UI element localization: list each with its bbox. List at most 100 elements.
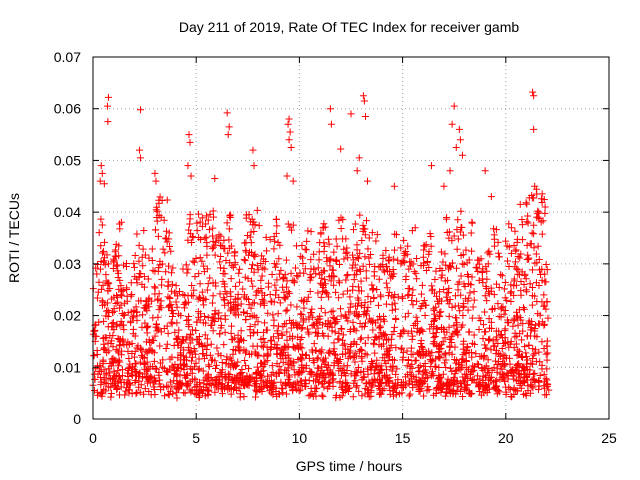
roti-point	[251, 250, 259, 258]
roti-point	[329, 307, 337, 315]
roti-point	[528, 266, 536, 274]
roti-point	[260, 299, 268, 307]
roti-point	[101, 379, 109, 387]
roti-point	[263, 247, 271, 255]
roti-point	[333, 357, 341, 365]
roti-point	[323, 290, 331, 298]
roti-point	[241, 273, 249, 281]
roti-point	[416, 367, 424, 375]
roti-peak-point	[450, 102, 458, 110]
roti-point	[339, 216, 347, 224]
roti-point	[253, 206, 261, 214]
roti-point	[139, 262, 147, 270]
roti-point	[534, 242, 542, 250]
roti-point	[163, 196, 171, 204]
roti-point	[307, 228, 315, 236]
roti-point	[258, 385, 266, 393]
roti-point	[320, 374, 328, 382]
roti-point	[411, 320, 419, 328]
roti-point	[264, 309, 272, 317]
roti-point	[209, 299, 217, 307]
roti-point	[140, 226, 148, 234]
roti-point	[226, 307, 234, 315]
roti-point	[372, 364, 380, 372]
roti-point	[392, 305, 400, 313]
roti-point	[172, 298, 180, 306]
roti-point	[297, 325, 305, 333]
roti-point	[519, 377, 527, 385]
roti-point	[254, 287, 262, 295]
roti-point	[253, 342, 261, 350]
roti-point	[512, 258, 520, 266]
roti-point	[327, 255, 335, 263]
roti-point	[515, 271, 523, 279]
roti-point	[358, 323, 366, 331]
roti-point	[150, 374, 158, 382]
roti-point	[248, 373, 256, 381]
roti-point	[453, 245, 461, 253]
roti-point	[454, 216, 462, 224]
roti-point	[98, 221, 106, 229]
roti-point	[157, 386, 165, 394]
roti-point	[528, 283, 536, 291]
roti-point	[116, 276, 124, 284]
roti-point	[131, 379, 139, 387]
roti-point	[525, 342, 533, 350]
roti-point	[203, 345, 211, 353]
roti-point	[258, 373, 266, 381]
roti-point	[143, 307, 151, 315]
roti-point	[358, 346, 366, 354]
roti-point	[504, 338, 512, 346]
roti-point	[453, 264, 461, 272]
roti-point	[142, 348, 150, 356]
roti-point	[98, 392, 106, 400]
roti-point	[196, 280, 204, 288]
roti-point	[183, 372, 191, 380]
roti-point	[211, 357, 219, 365]
roti-point	[404, 285, 412, 293]
roti-peak-point	[355, 154, 363, 162]
roti-point	[350, 352, 358, 360]
roti-point	[99, 298, 107, 306]
roti-peak-point	[250, 162, 258, 170]
roti-peak-point	[287, 144, 295, 151]
roti-point	[95, 278, 103, 286]
roti-point	[511, 314, 519, 322]
roti-point	[275, 362, 283, 370]
roti-point	[215, 373, 223, 381]
roti-point	[358, 392, 366, 400]
roti-point	[213, 344, 221, 352]
roti-point	[408, 296, 416, 304]
roti-point	[388, 292, 396, 300]
roti-point	[458, 260, 466, 268]
roti-point	[332, 288, 340, 296]
roti-point	[196, 218, 204, 226]
roti-point	[283, 277, 291, 285]
roti-point	[403, 250, 411, 258]
roti-point	[510, 275, 518, 283]
roti-point	[201, 331, 209, 339]
roti-point	[507, 368, 515, 376]
roti-point	[339, 379, 347, 387]
roti-point	[112, 381, 120, 389]
roti-peak-point	[326, 105, 334, 113]
roti-point	[430, 334, 438, 342]
roti-point	[501, 339, 509, 347]
roti-point	[435, 312, 443, 320]
roti-point	[495, 253, 503, 261]
roti-point	[385, 288, 393, 296]
roti-point	[284, 375, 292, 383]
roti-point	[485, 336, 493, 344]
roti-point	[208, 245, 216, 253]
roti-point	[513, 360, 521, 368]
roti-point	[109, 343, 117, 351]
roti-point	[370, 294, 378, 302]
roti-point	[405, 291, 413, 299]
roti-point	[430, 323, 438, 331]
roti-point	[433, 325, 441, 333]
roti-point	[364, 388, 372, 396]
roti-point	[541, 391, 549, 399]
roti-point	[298, 311, 306, 319]
roti-point	[359, 262, 367, 270]
roti-point	[259, 334, 267, 342]
